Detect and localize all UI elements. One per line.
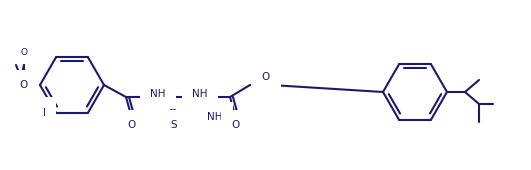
Text: O: O (128, 120, 136, 130)
Text: O: O (232, 120, 240, 130)
Text: I: I (43, 108, 46, 118)
Text: O: O (20, 80, 28, 90)
Text: NH: NH (150, 89, 166, 99)
Text: O: O (21, 48, 28, 57)
Text: S: S (170, 120, 177, 130)
Text: O: O (262, 72, 270, 82)
Text: NH: NH (207, 112, 222, 122)
Text: NH: NH (192, 89, 208, 99)
Text: O: O (20, 80, 28, 90)
